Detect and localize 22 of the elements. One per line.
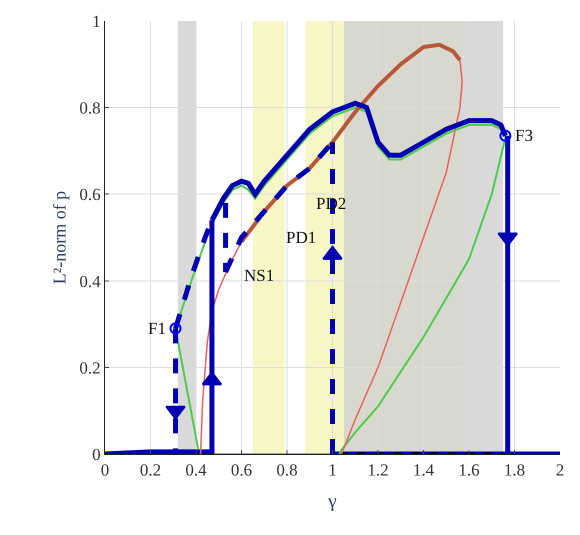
y-tick-label: 0.2	[79, 358, 101, 378]
y-tick-label: 1	[92, 12, 101, 31]
y-axis-title: L²-norm of p	[50, 190, 70, 284]
annotation: F1	[148, 319, 166, 338]
x-tick-label: 0.6	[230, 460, 252, 480]
x-tick-label: 1.4	[412, 460, 435, 480]
x-tick-label: 0.2	[140, 460, 162, 480]
annotation: F3	[515, 126, 533, 145]
x-tick-label: 1	[328, 460, 337, 480]
y-tick-label: 0.6	[79, 185, 101, 204]
y-tick-label: 0.4	[79, 272, 102, 291]
x-tick-label: 1.2	[367, 460, 389, 480]
x-tick-label: 0.4	[185, 460, 208, 480]
x-tick-label: 1.8	[504, 460, 526, 480]
y-tick-label: 0.8	[79, 98, 101, 118]
annotation: PD1	[286, 228, 316, 247]
x-tick-label: 1.6	[458, 460, 480, 480]
x-tick-label: 0.8	[276, 460, 298, 480]
annotation: NS1	[244, 266, 274, 285]
x-tick-label: 2	[556, 460, 564, 480]
y-tick-label: 0	[92, 444, 101, 464]
x-axis-title: γ	[327, 491, 337, 512]
